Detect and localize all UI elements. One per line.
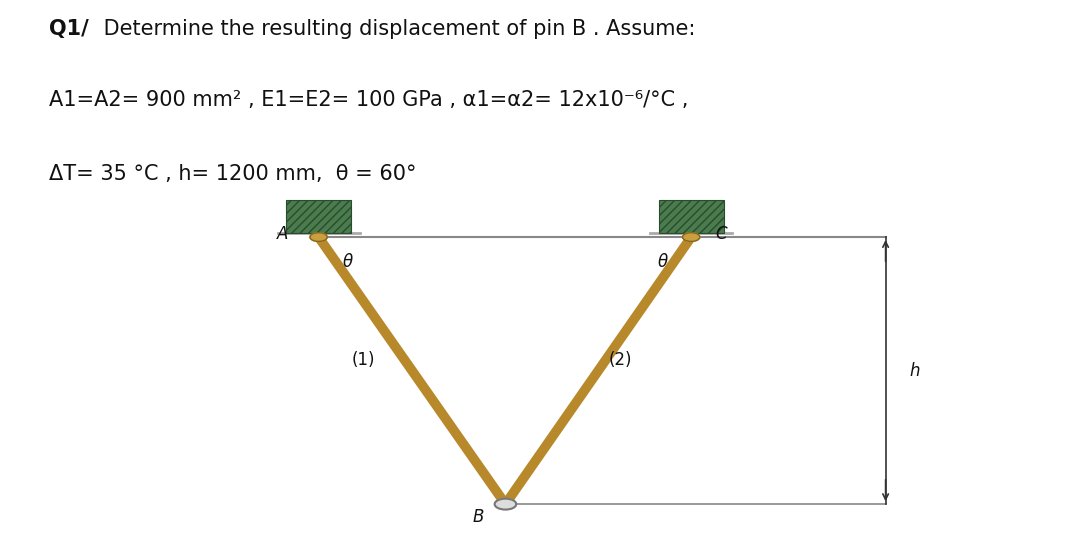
Text: Q1/: Q1/ xyxy=(49,19,89,39)
Text: h: h xyxy=(909,361,920,380)
Text: (2): (2) xyxy=(608,350,632,369)
Text: ΔT= 35 °C , h= 1200 mm,  θ = 60°: ΔT= 35 °C , h= 1200 mm, θ = 60° xyxy=(49,164,416,184)
Text: Determine the resulting displacement of pin B . Assume:: Determine the resulting displacement of … xyxy=(97,19,696,39)
Text: (1): (1) xyxy=(352,350,375,369)
Circle shape xyxy=(310,233,327,241)
Text: B: B xyxy=(472,508,484,526)
FancyBboxPatch shape xyxy=(659,200,724,233)
Circle shape xyxy=(495,499,516,510)
Text: A: A xyxy=(276,225,288,244)
Text: C: C xyxy=(715,225,727,244)
Text: θ: θ xyxy=(658,253,667,271)
Text: θ: θ xyxy=(342,253,352,271)
Text: A1=A2= 900 mm² , E1=E2= 100 GPa , α1=α2= 12x10⁻⁶/°C ,: A1=A2= 900 mm² , E1=E2= 100 GPa , α1=α2=… xyxy=(49,90,688,110)
Circle shape xyxy=(683,233,700,241)
FancyBboxPatch shape xyxy=(286,200,351,233)
